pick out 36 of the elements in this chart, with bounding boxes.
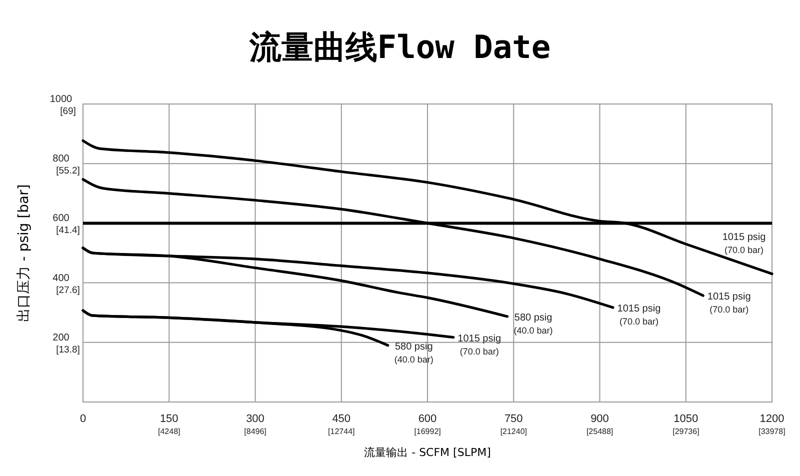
x-tick-label: 600 — [418, 413, 437, 425]
y-tick-label: 800 — [52, 154, 70, 165]
y-tick-label: 600 — [52, 213, 70, 224]
x2-tick-label: [33978] — [758, 427, 786, 436]
x-tick-label: 1050 — [674, 413, 698, 425]
y2-tick-label: [13.8] — [56, 344, 80, 356]
x2-tick-label: [16992] — [414, 427, 441, 436]
x-tick-label: 750 — [504, 413, 523, 425]
chart-title: 流量曲线Flow Date — [248, 28, 551, 66]
x2-tick-label: [29736] — [672, 427, 700, 436]
x2-tick-label: [25488] — [586, 427, 614, 436]
y2-tick-label: [55.2] — [56, 166, 80, 177]
x-tick-label: 900 — [590, 413, 609, 425]
x-tick-label: 300 — [246, 413, 264, 425]
x2-tick-label: [8496] — [244, 427, 266, 436]
x2-tick-label: [4248] — [158, 427, 180, 436]
x2-tick-label: [21240] — [500, 427, 528, 436]
y2-tick-label: [27.6] — [56, 284, 80, 296]
series-label: 580 psig (40.0 bar) — [514, 312, 553, 336]
x-tick-label: 150 — [160, 413, 178, 425]
series-label: 580 psig (40.0 bar) — [394, 341, 434, 364]
x-tick-label: 1200 — [760, 413, 784, 425]
y-tick-label: 1000 — [50, 94, 73, 105]
series-label: 1015 psig (70.0 bar) — [458, 333, 502, 356]
series-label: 1015 psig (70.0 bar) — [722, 232, 766, 255]
y-tick-label: 200 — [52, 332, 70, 344]
y-axis-title: 出口压力 - psig [bar] — [16, 184, 32, 322]
y-tick-label: 400 — [52, 272, 70, 284]
series-label: 1015 psig (70.0 bar) — [617, 304, 661, 327]
x-axis-title: 流量输出 - SCFM [SLPM] — [364, 446, 491, 459]
series-label: 1015 psig (70.0 bar) — [707, 292, 751, 315]
x-tick-label: 0 — [80, 413, 86, 425]
y2-tick-label: [41.4] — [56, 225, 80, 236]
x-tick-label: 450 — [332, 413, 351, 425]
y2-tick-label: [69] — [60, 106, 76, 117]
x2-tick-label: [12744] — [328, 427, 355, 436]
